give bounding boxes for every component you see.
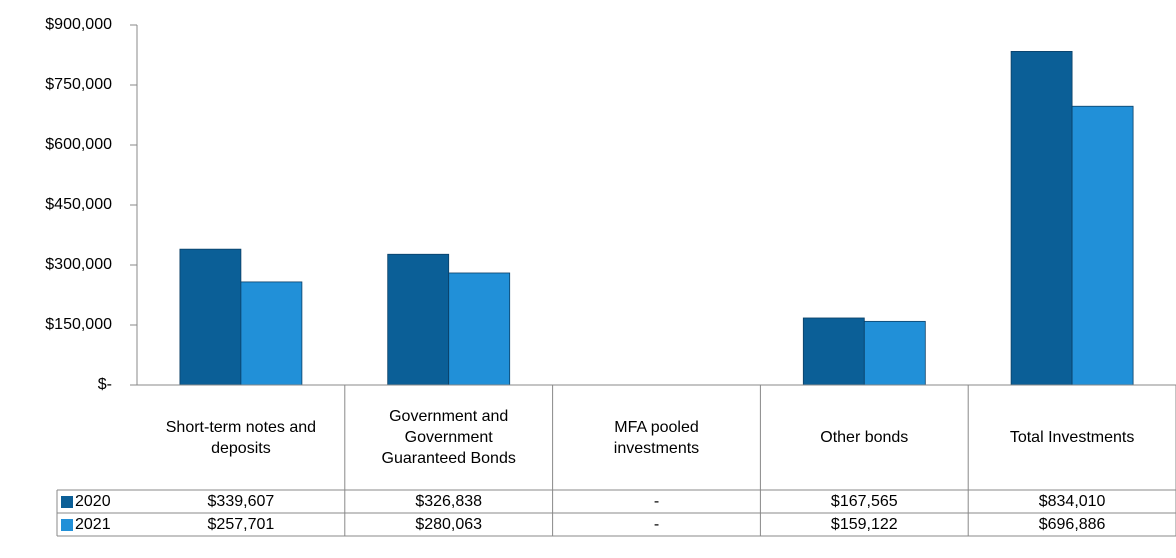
bar: [802, 317, 865, 386]
legend-entry: 2020: [57, 490, 137, 513]
table-value: $280,063: [415, 516, 483, 533]
bar: [387, 253, 450, 386]
legend-entry: 2021: [57, 513, 137, 536]
legend-swatch: [61, 518, 73, 531]
table-value: -: [653, 493, 660, 510]
y-tick-label: $300,000: [45, 256, 112, 273]
y-tick-label: $-: [98, 376, 112, 393]
legend-label: 2020: [75, 493, 111, 510]
bar: [448, 272, 511, 386]
table-value: -: [653, 516, 660, 533]
bar: [863, 320, 926, 386]
y-tick-label: $450,000: [45, 196, 112, 213]
bar: [240, 281, 303, 386]
category-label: Total Investments: [1009, 429, 1135, 446]
y-tick-label: $150,000: [45, 316, 112, 333]
bar: [1010, 50, 1073, 386]
category-label: Short-term notes and deposits: [165, 418, 317, 457]
bar: [1071, 105, 1134, 386]
table-value: $339,607: [207, 493, 275, 510]
y-tick-label: $900,000: [45, 16, 112, 33]
category-label: Other bonds: [820, 429, 909, 446]
legend-swatch: [61, 495, 73, 508]
table-value: $167,565: [830, 493, 898, 510]
table-value: $326,838: [415, 493, 483, 510]
table-value: $257,701: [207, 516, 275, 533]
category-label: MFA pooled investments: [613, 418, 700, 457]
legend-label: 2021: [75, 516, 111, 533]
category-label: Government and Government Guaranteed Bon…: [381, 408, 516, 467]
bar: [179, 248, 242, 386]
table-value: $834,010: [1038, 493, 1106, 510]
table-value: $159,122: [830, 516, 898, 533]
y-tick-label: $750,000: [45, 76, 112, 93]
table-value: $696,886: [1038, 516, 1106, 533]
y-tick-label: $600,000: [45, 136, 112, 153]
